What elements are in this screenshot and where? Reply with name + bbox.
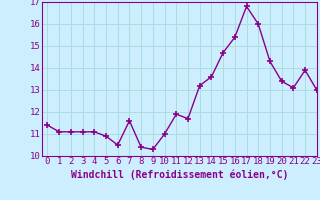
X-axis label: Windchill (Refroidissement éolien,°C): Windchill (Refroidissement éolien,°C)	[70, 169, 288, 180]
